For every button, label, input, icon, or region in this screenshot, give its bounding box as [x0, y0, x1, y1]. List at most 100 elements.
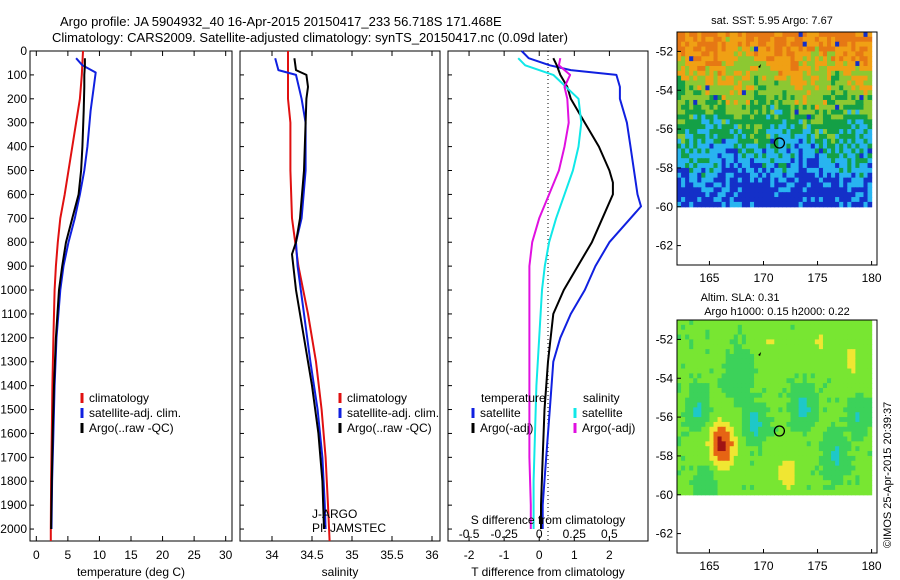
map-cell: [802, 85, 808, 91]
map-cell: [859, 104, 865, 111]
map-cell: [758, 158, 763, 164]
map-cell: [741, 36, 747, 43]
pi-label: PI: JAMSTEC: [312, 521, 386, 535]
map-cell: [701, 65, 706, 72]
map-cell: [749, 65, 755, 72]
sst-map-title: sat. SST: 5.95 Argo: 7.67: [711, 15, 833, 27]
map-cell: [806, 407, 812, 413]
map-cell: [794, 104, 800, 111]
map-cell: [754, 90, 759, 96]
map-cell: [709, 417, 715, 423]
map-cell: [847, 421, 852, 428]
map-cell: [831, 192, 836, 198]
map-cell: [741, 421, 747, 428]
map-cell: [818, 417, 824, 423]
map-cell: [681, 339, 686, 345]
map-cell: [786, 138, 792, 145]
map-cell: [827, 70, 832, 77]
map-cell: [713, 397, 719, 404]
map-cell: [737, 320, 743, 326]
map-cell: [851, 41, 856, 48]
map-cell: [831, 378, 836, 384]
map-cell: [749, 61, 755, 67]
map-cell: [818, 182, 824, 188]
x-tick-label-35-5: 35.5: [380, 548, 404, 562]
map-cell: [818, 358, 824, 365]
map-cell: [855, 470, 861, 476]
map-cell: [798, 485, 804, 491]
map-cell: [827, 339, 832, 345]
map-cell: [741, 465, 747, 472]
map-cell: [843, 182, 848, 188]
map-cell: [677, 95, 682, 101]
map-cell: [843, 114, 848, 120]
map-cell: [717, 148, 723, 154]
map-cell: [794, 387, 800, 394]
map-cell: [709, 344, 715, 350]
map-cell: [790, 402, 796, 408]
map-cell: [758, 334, 763, 341]
map-cell: [814, 421, 820, 428]
map-cell: [689, 320, 694, 326]
map-cell: [867, 460, 873, 467]
map-cell: [677, 455, 682, 462]
map-cell: [689, 80, 694, 86]
map-cell: [717, 32, 723, 38]
map-cell: [697, 455, 702, 462]
map-cell: [758, 363, 763, 370]
map-cell: [794, 475, 800, 481]
map-cell: [745, 470, 751, 476]
map-cell: [762, 138, 767, 145]
map-cell: [701, 431, 706, 438]
map-cell: [863, 70, 869, 77]
map-cell: [701, 32, 706, 38]
map-cell: [677, 397, 682, 404]
map-cell: [705, 441, 711, 447]
map-cell: [802, 392, 808, 399]
map-cell: [863, 489, 869, 496]
map-cell: [835, 167, 840, 174]
map-cell: [681, 65, 686, 72]
map-cell: [774, 167, 779, 174]
map-cell: [745, 412, 751, 418]
map-cell: [822, 402, 828, 408]
map-cell: [859, 489, 865, 496]
map-cell: [697, 426, 702, 433]
map-cell: [831, 129, 836, 135]
map-cell: [843, 470, 848, 476]
map-cell: [818, 56, 824, 62]
map-cell: [859, 41, 865, 48]
map-cell: [847, 46, 852, 53]
map-cell: [705, 167, 711, 174]
map-cell: [766, 455, 771, 462]
map-cell: [831, 138, 836, 145]
map-cell: [806, 75, 812, 82]
map-cell: [798, 95, 804, 101]
map-cell: [741, 163, 747, 169]
map-cell: [782, 436, 788, 442]
map-cell: [713, 485, 719, 491]
map-cell: [733, 158, 739, 164]
map-cell: [827, 441, 832, 447]
map-cell: [863, 451, 869, 457]
map-cell: [814, 441, 820, 447]
map-cell: [867, 349, 873, 355]
map-cell: [745, 353, 751, 360]
map-cell: [822, 61, 828, 67]
small-marker-icon: [758, 63, 762, 68]
map-cell: [737, 455, 743, 462]
map-cell: [818, 158, 824, 164]
map-cell: [774, 192, 779, 198]
map-cell: [839, 61, 844, 67]
map-cell: [835, 75, 840, 82]
map-cell: [709, 368, 715, 374]
map-cell: [725, 363, 731, 370]
map-cell: [798, 201, 804, 208]
map-cell: [847, 148, 852, 154]
map-cell: [717, 455, 723, 462]
map-cell: [827, 412, 832, 418]
map-cell: [822, 187, 828, 193]
map-cell: [733, 32, 739, 38]
map-cell: [794, 460, 800, 467]
x-tick-label-0: 0: [536, 548, 543, 562]
